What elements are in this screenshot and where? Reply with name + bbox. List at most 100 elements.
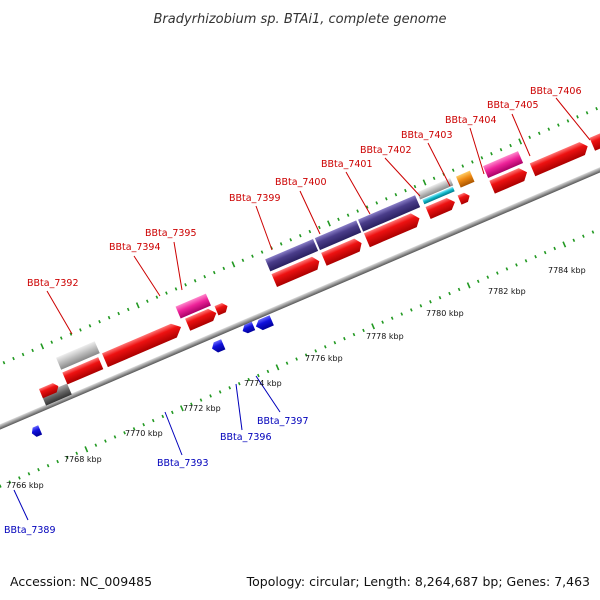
forward-cds-5[interactable]	[214, 301, 230, 316]
gene-label-reverse[interactable]: BBta_7389	[4, 525, 56, 536]
tick-mark	[237, 382, 241, 386]
gene-label-reverse[interactable]: BBta_7396	[220, 432, 272, 443]
tick-mark	[69, 332, 73, 336]
tick-mark	[343, 336, 346, 341]
gene-label-forward[interactable]: BBta_7406	[530, 86, 582, 97]
reverse-cds-3[interactable]	[254, 315, 274, 332]
tick-mark	[98, 320, 101, 324]
tick-mark	[27, 472, 31, 476]
feature-purple-1[interactable]	[265, 238, 319, 272]
forward-cds-6[interactable]	[271, 255, 323, 288]
forward-cds-8[interactable]	[363, 211, 422, 248]
gene-label-forward[interactable]: BBta_7399	[229, 193, 281, 204]
tick-mark	[155, 295, 159, 299]
tick-mark	[2, 360, 6, 365]
tick-mark	[260, 250, 264, 254]
forward-cds-4[interactable]	[185, 307, 219, 331]
forward-leader-lines	[46, 97, 591, 335]
gene-label-forward[interactable]: BBta_7395	[145, 228, 197, 239]
tick-mark	[251, 254, 254, 258]
forward-cds-9[interactable]	[425, 196, 458, 219]
forward-cds-10[interactable]	[457, 191, 472, 205]
tick-mark	[123, 431, 126, 435]
tick-mark	[151, 418, 155, 423]
forward-cds-2[interactable]	[101, 321, 184, 368]
tick-mark	[466, 282, 471, 289]
tick-mark	[333, 341, 337, 345]
accession-text: Accession: NC_009485	[10, 574, 153, 589]
kbp-label: 7772 kbp	[183, 404, 221, 413]
tick-mark	[480, 156, 484, 160]
tick-mark	[566, 119, 570, 123]
tick-mark	[304, 353, 308, 357]
gene-label-forward[interactable]: BBta_7405	[487, 100, 539, 111]
feature-orange[interactable]	[455, 170, 475, 188]
feature-gray-left[interactable]	[56, 341, 100, 370]
feature-purple-2[interactable]	[314, 220, 362, 251]
kbp-label: 7770 kbp	[125, 429, 163, 438]
gene-label-reverse[interactable]: BBta_7397	[257, 416, 309, 427]
gene-label-forward[interactable]: BBta_7392	[27, 278, 79, 289]
forward-cds-11[interactable]	[489, 166, 529, 194]
forward-cds-1[interactable]	[62, 357, 104, 385]
tick-mark	[75, 451, 79, 456]
tick-mark	[228, 386, 232, 390]
tick-mark	[422, 179, 427, 186]
tick-mark	[88, 324, 92, 328]
tick-mark	[394, 193, 398, 197]
tick-mark	[84, 446, 89, 453]
tick-mark	[46, 463, 50, 468]
reverse-cds-1[interactable]	[210, 339, 226, 354]
gene-label-forward[interactable]: BBta_7403	[401, 130, 453, 141]
feature-pink-right[interactable]	[483, 151, 524, 179]
gene-label-reverse[interactable]: BBta_7393	[157, 458, 209, 469]
reverse-cds-2[interactable]	[241, 321, 256, 335]
tick-mark	[218, 390, 222, 394]
tick-mark	[429, 300, 432, 304]
feature-purple-3[interactable]	[358, 195, 421, 232]
tick-mark	[352, 332, 356, 337]
gene-label-forward[interactable]: BBta_7402	[360, 145, 412, 156]
tick-mark	[117, 311, 120, 316]
forward-cds-7[interactable]	[321, 237, 364, 266]
tick-mark	[337, 217, 340, 221]
genome-summary-text: Topology: circular; Length: 8,264,687 bp…	[246, 574, 590, 589]
tick-mark	[390, 316, 394, 320]
tick-mark	[419, 304, 423, 308]
tick-mark	[518, 138, 523, 145]
tick-mark	[79, 328, 82, 332]
tick-mark	[356, 209, 359, 213]
tick-mark	[327, 220, 331, 227]
tick-mark	[499, 147, 503, 152]
tick-mark	[323, 345, 327, 349]
tick-mark	[241, 258, 245, 262]
tick-mark	[432, 176, 436, 181]
feature-pink-left[interactable]	[175, 293, 211, 319]
tick-mark	[50, 340, 54, 344]
tick-mark	[375, 201, 379, 205]
tick-mark	[490, 152, 493, 156]
reverse-leader-lines	[13, 375, 281, 521]
tick-mark	[132, 427, 136, 431]
tick-mark	[308, 229, 312, 234]
tick-mark	[576, 115, 579, 119]
upper-tick-row	[2, 106, 598, 365]
gene-label-forward[interactable]: BBta_7404	[445, 115, 497, 126]
kbp-label: 7766 kbp	[6, 481, 44, 490]
forward-cds-13[interactable]	[589, 119, 600, 151]
gene-label-forward[interactable]: BBta_7394	[109, 242, 161, 253]
tick-mark	[409, 308, 413, 312]
feature-gray-upper[interactable]	[416, 178, 454, 200]
feature-dark-gray[interactable]	[41, 383, 72, 406]
tick-mark	[557, 123, 560, 127]
reverse-cds-4[interactable]	[30, 425, 43, 438]
forward-cds-12[interactable]	[529, 140, 591, 177]
tick-mark	[247, 377, 251, 382]
gene-label-forward[interactable]: BBta_7400	[275, 177, 327, 188]
feature-cyan[interactable]	[422, 186, 455, 205]
tick-mark	[231, 261, 236, 268]
forward-cds-3[interactable]	[38, 382, 60, 399]
tick-mark	[400, 312, 404, 316]
gene-label-forward[interactable]: BBta_7401	[321, 159, 373, 170]
